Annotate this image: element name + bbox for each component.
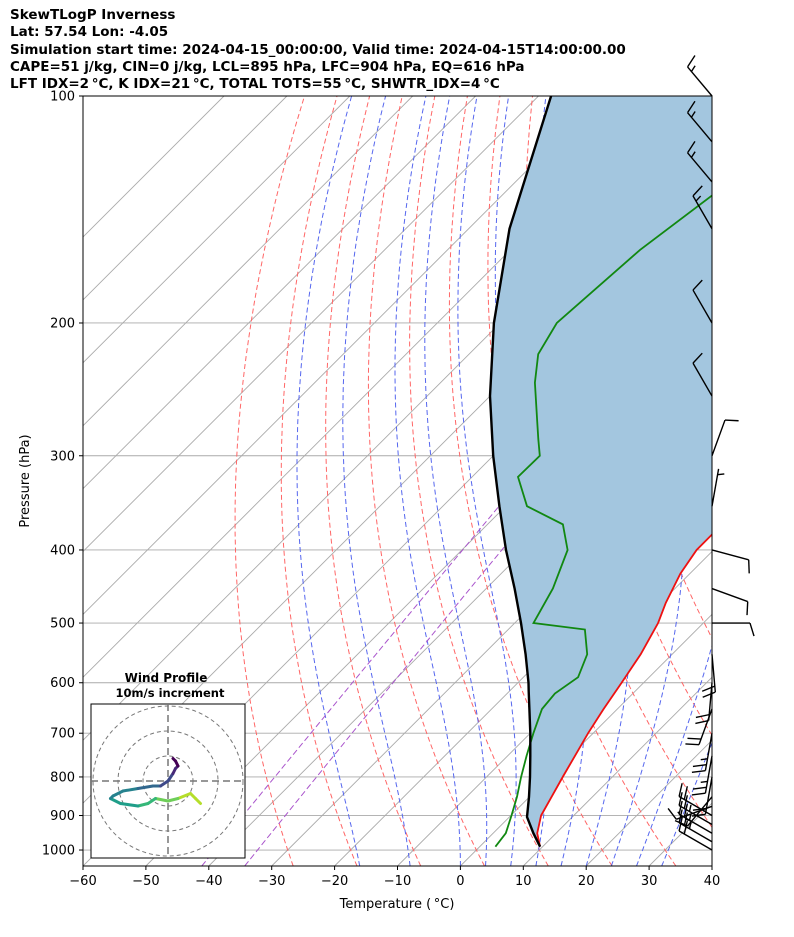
x-axis-label: Temperature ( °C) bbox=[339, 897, 455, 912]
moist-adiabat bbox=[636, 643, 712, 866]
isotherm-line bbox=[334, 487, 712, 866]
wind-barb bbox=[711, 419, 739, 456]
isotherm-line bbox=[83, 96, 351, 364]
wind-barb bbox=[692, 352, 713, 397]
location: Lat: 57.54 Lon: -4.05 bbox=[10, 24, 169, 41]
parcel-line bbox=[488, 96, 553, 848]
y-tick-label: 100 bbox=[50, 90, 75, 105]
x-tick-label: −30 bbox=[258, 874, 285, 889]
wind-barb bbox=[686, 55, 713, 97]
x-tick-label: −50 bbox=[132, 874, 159, 889]
wind-barb bbox=[691, 776, 713, 817]
moist-adiabat bbox=[424, 96, 488, 866]
wind-barb bbox=[686, 100, 713, 143]
y-tick-label: 300 bbox=[50, 449, 75, 464]
wind-barb bbox=[711, 587, 749, 616]
isotherm-line bbox=[397, 550, 712, 866]
dry-adiabat bbox=[761, 96, 794, 866]
y-tick-label: 200 bbox=[50, 316, 75, 331]
x-tick-label: 10 bbox=[515, 874, 532, 889]
hodograph-segment bbox=[154, 797, 170, 803]
wind-barb bbox=[678, 800, 713, 834]
x-tick-label: −10 bbox=[384, 874, 411, 889]
header: SkewTLogP Inverness Lat: 57.54 Lon: -4.0… bbox=[10, 7, 626, 93]
moist-adiabat bbox=[342, 96, 411, 866]
dry-adiabat bbox=[280, 96, 358, 866]
wind-barb bbox=[711, 549, 750, 574]
wind-barb bbox=[686, 141, 713, 183]
cape-shading bbox=[490, 96, 712, 847]
y-tick-label: 500 bbox=[50, 617, 75, 632]
indices-1: CAPE=51 j/kg, CIN=0 j/kg, LCL=895 hPa, L… bbox=[10, 58, 525, 75]
x-tick-label: 40 bbox=[704, 874, 721, 889]
isotherm-line bbox=[83, 96, 602, 616]
dry-adiabat bbox=[728, 96, 794, 866]
x-tick-label: 0 bbox=[456, 874, 464, 889]
wind-barb bbox=[695, 682, 713, 725]
isotherm-line bbox=[460, 613, 712, 866]
x-tick-label: −60 bbox=[69, 874, 96, 889]
times: Simulation start time: 2024-04-15_00:00:… bbox=[10, 41, 626, 58]
wind-barb bbox=[711, 468, 725, 507]
x-tick-label: −20 bbox=[321, 874, 348, 889]
hodograph-segment bbox=[119, 802, 140, 808]
isotherm-line bbox=[83, 96, 225, 238]
moist-adiabat bbox=[394, 96, 461, 866]
hodograph-segment bbox=[136, 784, 155, 790]
isotherm-line bbox=[83, 96, 288, 301]
y-tick-label: 800 bbox=[50, 770, 75, 785]
x-tick-label: −40 bbox=[195, 874, 222, 889]
indices-2: LFT IDX=2 °C, K IDX=21 °C, TOTAL TOTS=55… bbox=[10, 76, 500, 93]
moist-adiabat bbox=[661, 741, 712, 866]
wind-barb bbox=[692, 279, 713, 324]
isotherm-line bbox=[775, 96, 794, 866]
wind-barb bbox=[701, 654, 717, 698]
isotherm-line bbox=[83, 96, 476, 490]
wind-barb bbox=[692, 185, 713, 230]
moist-adiabat bbox=[610, 96, 685, 866]
isotherm-line bbox=[522, 676, 712, 866]
y-tick-label: 400 bbox=[50, 543, 75, 558]
wind-barb bbox=[678, 783, 713, 817]
dry-adiabat bbox=[234, 96, 305, 866]
isotherm-line bbox=[711, 865, 712, 866]
y-tick-label: 900 bbox=[50, 809, 75, 824]
dry-adiabat bbox=[409, 96, 549, 866]
hodograph-segment bbox=[159, 779, 170, 788]
y-tick-label: 700 bbox=[50, 727, 75, 742]
hodograph-segment bbox=[121, 787, 140, 793]
dewpoint-line bbox=[494, 194, 712, 848]
y-tick-label: 600 bbox=[50, 676, 75, 691]
hodograph-subtitle: 10m/s increment bbox=[116, 686, 225, 700]
hodograph-segment bbox=[166, 772, 175, 783]
title: SkewTLogP Inverness bbox=[10, 7, 176, 23]
isotherm-line bbox=[83, 96, 539, 553]
dry-adiabat bbox=[325, 96, 422, 866]
hodograph-segment bbox=[109, 797, 122, 805]
moist-adiabat bbox=[296, 96, 361, 866]
hodograph-segment bbox=[136, 802, 150, 808]
hodograph-segment bbox=[111, 789, 125, 798]
wind-barb bbox=[678, 817, 713, 851]
isotherm-line bbox=[83, 96, 414, 427]
hodograph-title: Wind Profile bbox=[125, 671, 208, 685]
wind-barb bbox=[712, 622, 755, 637]
hodograph-segment bbox=[176, 792, 192, 800]
wind-barb bbox=[691, 755, 713, 796]
hodograph-segment bbox=[166, 797, 180, 803]
y-tick-label: 1000 bbox=[42, 844, 75, 859]
temperature-line bbox=[536, 533, 712, 847]
mixing-ratio-line bbox=[244, 295, 712, 866]
wind-barb bbox=[691, 733, 713, 774]
dry-adiabat bbox=[448, 96, 613, 866]
hodograph-segment bbox=[171, 757, 177, 763]
y-axis-label: Pressure (hPa) bbox=[18, 434, 33, 527]
x-tick-label: 20 bbox=[578, 874, 595, 889]
dry-adiabat bbox=[367, 96, 485, 866]
x-tick-label: 30 bbox=[641, 874, 658, 889]
hodograph-segment bbox=[146, 797, 157, 805]
